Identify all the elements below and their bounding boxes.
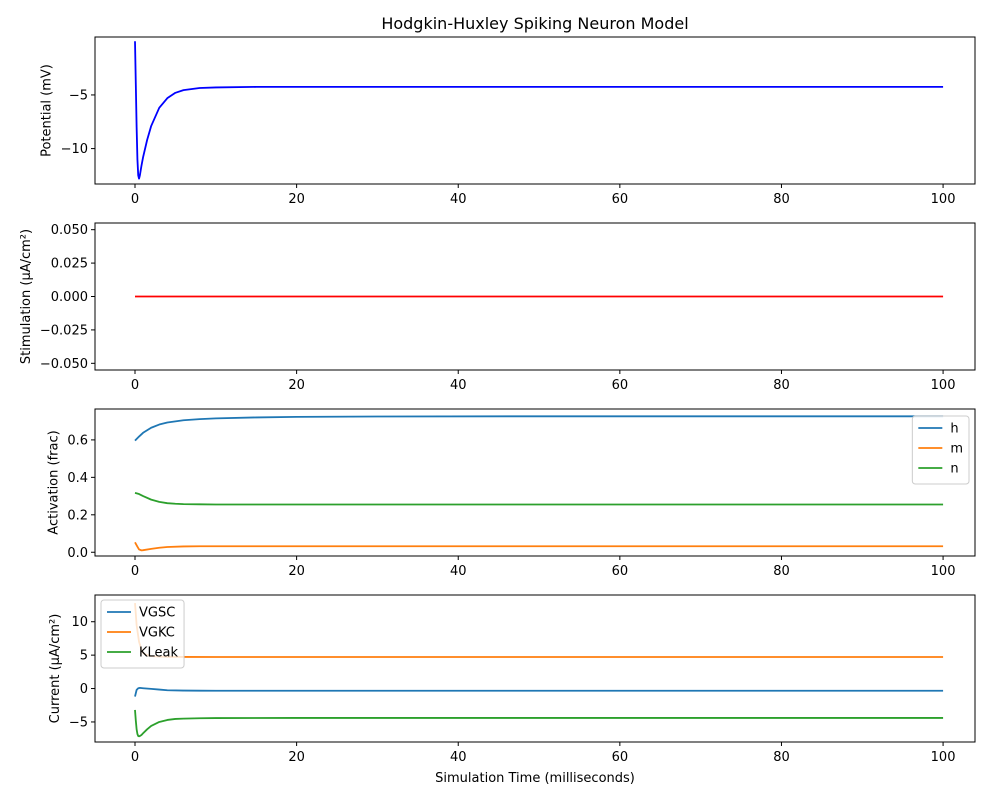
legend: VGSC VGKC KLeak [100, 599, 185, 669]
legend-label: VGKC [139, 626, 175, 641]
x-tick-label: 100 [931, 192, 956, 207]
series-line-n [134, 492, 944, 506]
x-tick-label: 0 [131, 564, 139, 579]
subplot-1: 0 20 40 60 80 100 −10 −5 Potential (mV) [40, 36, 976, 207]
y-tick-label: 0.6 [67, 433, 88, 448]
x-tick-label: 20 [288, 564, 305, 579]
legend-label: n [950, 462, 958, 477]
y-tick-label: 0.025 [51, 257, 88, 272]
x-tick-label: 60 [612, 192, 629, 207]
y-axis-label: Current (μA/cm²) [48, 614, 63, 724]
x-tick-label: 40 [450, 378, 467, 393]
y-tick-label: −0.025 [40, 323, 88, 338]
x-tick-label: 80 [773, 192, 790, 207]
legend-label: VGSC [139, 606, 175, 621]
y-tick-label: 0.000 [51, 290, 88, 305]
x-tick-label: 60 [612, 750, 629, 765]
x-tick-label: 80 [773, 750, 790, 765]
series-line-m [134, 541, 944, 552]
y-tick-label: −0.050 [40, 357, 88, 372]
x-tick-label: 100 [931, 564, 956, 579]
legend-label: m [950, 442, 963, 457]
subplot-3: 0 20 40 60 80 100 0.0 0.2 0.4 0.6 Activation (frac… [46, 408, 976, 579]
y-tick-label: 5 [80, 649, 88, 664]
legend: hmn [911, 415, 970, 485]
x-tick-label: 60 [612, 564, 629, 579]
y-axis-label: Stimulation (μA/cm²) [19, 229, 34, 364]
x-tick-label: 100 [931, 378, 956, 393]
y-axis-label: Activation (frac) [46, 430, 61, 534]
x-tick-label: 80 [773, 378, 790, 393]
legend-box [911, 415, 970, 485]
axes-frame [94, 408, 976, 557]
y-tick-label: 0.2 [67, 508, 88, 523]
figure-title: Hodgkin-Huxley Spiking Neuron Model [381, 14, 688, 33]
y-tick-label: 0 [80, 682, 88, 697]
x-tick-label: 0 [131, 750, 139, 765]
y-tick-label: −5 [69, 88, 88, 103]
axes-frame [94, 594, 976, 743]
y-tick-label: 0.4 [67, 471, 88, 486]
x-tick-label: 100 [931, 750, 956, 765]
y-tick-label: −5 [69, 715, 88, 730]
series-line-h [134, 415, 944, 442]
legend-label: h [950, 422, 958, 437]
series-line-kleak [134, 709, 944, 738]
x-tick-label: 20 [288, 192, 305, 207]
legend-label: KLeak [139, 646, 179, 661]
x-tick-label: 40 [450, 750, 467, 765]
x-tick-label: 80 [773, 564, 790, 579]
y-tick-label: 0.0 [67, 546, 88, 561]
y-tick-label: −10 [61, 142, 88, 157]
x-tick-label: 40 [450, 192, 467, 207]
axes-frame [94, 36, 976, 185]
x-tick-label: 60 [612, 378, 629, 393]
y-axis-label: Potential (mV) [40, 64, 55, 157]
x-tick-label: 0 [131, 378, 139, 393]
series-line-1-1 [134, 41, 944, 180]
x-tick-label: 20 [288, 378, 305, 393]
y-tick-label: 0.050 [51, 223, 88, 238]
legend-box [100, 599, 185, 669]
y-tick-label: 10 [71, 615, 88, 630]
x-tick-label: 40 [450, 564, 467, 579]
series-line-vgsc [134, 686, 944, 697]
x-tick-label: 20 [288, 750, 305, 765]
x-axis-label: Simulation Time (milliseconds) [435, 771, 635, 786]
x-tick-label: 0 [131, 192, 139, 207]
subplot-2: 0 20 40 60 80 100 −0.050 −0.025 0.000 0.025 0.050 S… [19, 222, 976, 393]
